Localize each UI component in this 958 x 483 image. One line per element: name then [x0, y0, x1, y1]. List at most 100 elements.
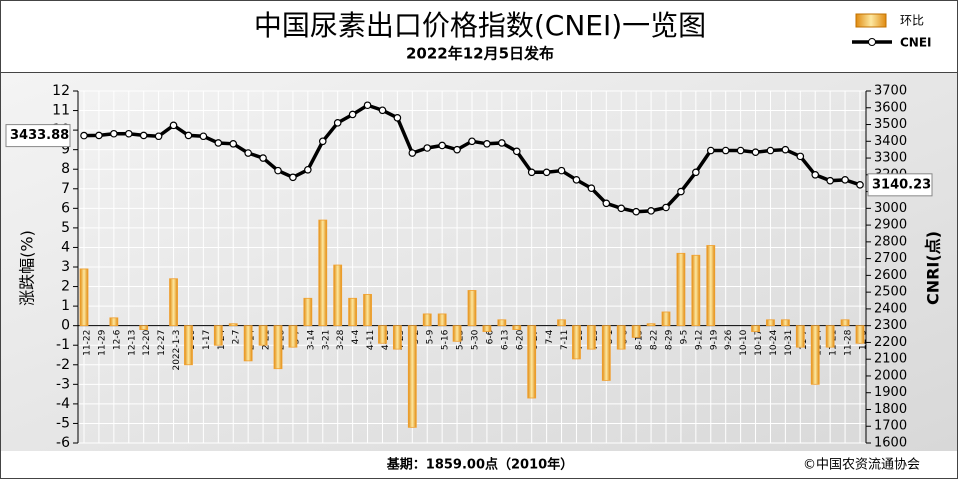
- point: [229, 140, 238, 148]
- point: [110, 129, 118, 138]
- y2-axis-title: CNRI(点): [924, 231, 943, 305]
- y-tick-label: -3: [56, 376, 70, 392]
- y2-tick-label: 2600: [874, 268, 907, 283]
- point: [751, 148, 760, 156]
- point: [408, 149, 417, 157]
- point: [632, 207, 640, 216]
- point: [80, 131, 88, 140]
- point: [468, 137, 476, 146]
- bar: [646, 323, 656, 327]
- y-tick-label: 9: [61, 142, 70, 158]
- point: [647, 207, 655, 215]
- point: [438, 141, 446, 150]
- point: [662, 203, 670, 212]
- bar: [228, 323, 238, 327]
- y-tick-label: 8: [61, 161, 70, 177]
- x-tick-label: 8-15: [635, 330, 645, 350]
- bar: [213, 325, 223, 346]
- x-tick-label: 6-13: [500, 330, 510, 350]
- y-tick-label: 6: [61, 200, 70, 216]
- bar: [661, 311, 671, 327]
- x-tick-label: 5-9: [426, 329, 436, 344]
- y-tick-label: 11: [52, 103, 70, 119]
- y-tick-label: 12: [52, 83, 70, 99]
- bar: [706, 245, 716, 327]
- bar: [407, 325, 417, 428]
- value-label-box: [867, 173, 933, 197]
- point: [274, 166, 282, 175]
- point: [95, 131, 103, 140]
- bar: [79, 268, 89, 327]
- point: [498, 139, 506, 147]
- point: [572, 176, 581, 184]
- x-tick-label: 9-26: [724, 329, 734, 350]
- bar: [497, 319, 507, 327]
- x-tick-label: 11-28: [844, 329, 854, 355]
- y-tick-label: 0: [61, 318, 70, 334]
- x-tick-label: 4-11: [366, 330, 376, 350]
- x-tick-label: 6-20: [515, 329, 525, 350]
- y2-tick-label: 2500: [874, 285, 907, 300]
- y2-tick-label: 3400: [874, 134, 907, 149]
- y-tick-label: 1: [61, 298, 70, 314]
- point: [453, 145, 461, 154]
- point: [826, 176, 834, 185]
- bar: [691, 254, 701, 327]
- x-tick-label: 11-22: [83, 330, 93, 356]
- y2-tick-label: 1600: [874, 436, 907, 451]
- x-tick-label: 1-17: [202, 330, 212, 350]
- point: [169, 121, 178, 130]
- point: [483, 140, 491, 148]
- bar: [512, 325, 522, 330]
- bar: [303, 297, 313, 327]
- bar: [273, 325, 283, 370]
- bar: [184, 325, 193, 366]
- x-tick-label: 11-29: [97, 329, 107, 355]
- value-label: 3140.23: [872, 177, 931, 192]
- bar: [795, 325, 805, 348]
- x-tick-label: 2-7: [232, 330, 242, 345]
- x-tick-label: 12-13: [127, 330, 137, 356]
- bar: [557, 319, 566, 327]
- point: [244, 149, 252, 157]
- point: [348, 110, 357, 119]
- bar: [348, 297, 358, 327]
- bar: [825, 325, 835, 348]
- y-tick-label: 5: [61, 220, 70, 236]
- x-tick-label: 6-6: [485, 329, 495, 344]
- y2-tick-label: 1700: [874, 419, 907, 434]
- x-tick-label: 5-16: [441, 329, 451, 350]
- bar: [840, 319, 850, 327]
- y-tick-label: 3: [61, 259, 70, 275]
- point: [841, 176, 849, 184]
- point: [557, 166, 566, 175]
- x-tick-label: 3-28: [336, 329, 346, 350]
- x-tick-label: 10-10: [739, 329, 749, 355]
- bar: [780, 319, 790, 327]
- y2-tick-label: 2900: [874, 218, 907, 233]
- x-tick-label: 8-22: [650, 330, 660, 350]
- x-tick-label: 10-31: [784, 330, 794, 356]
- y-axis-title: 涨跌幅(%): [18, 230, 37, 306]
- point: [721, 146, 730, 155]
- bar: [318, 219, 328, 327]
- bar: [258, 325, 268, 346]
- x-tick-label: 2022-1-3: [172, 330, 182, 371]
- value-label-box: [5, 124, 71, 148]
- point: [304, 165, 312, 174]
- y-tick-label: -4: [56, 396, 70, 412]
- y2-tick-label: 2000: [874, 368, 907, 383]
- value-label: 3433.88: [10, 128, 69, 143]
- bar: [601, 325, 611, 381]
- point: [542, 168, 551, 177]
- point: [333, 119, 342, 127]
- point: [766, 146, 775, 155]
- y2-tick-label: 3600: [874, 100, 907, 115]
- bar: [437, 313, 447, 327]
- point: [378, 106, 387, 115]
- x-tick-label: 12-20: [142, 329, 152, 355]
- point: [706, 146, 715, 155]
- bar: [766, 319, 775, 327]
- bar: [616, 325, 626, 350]
